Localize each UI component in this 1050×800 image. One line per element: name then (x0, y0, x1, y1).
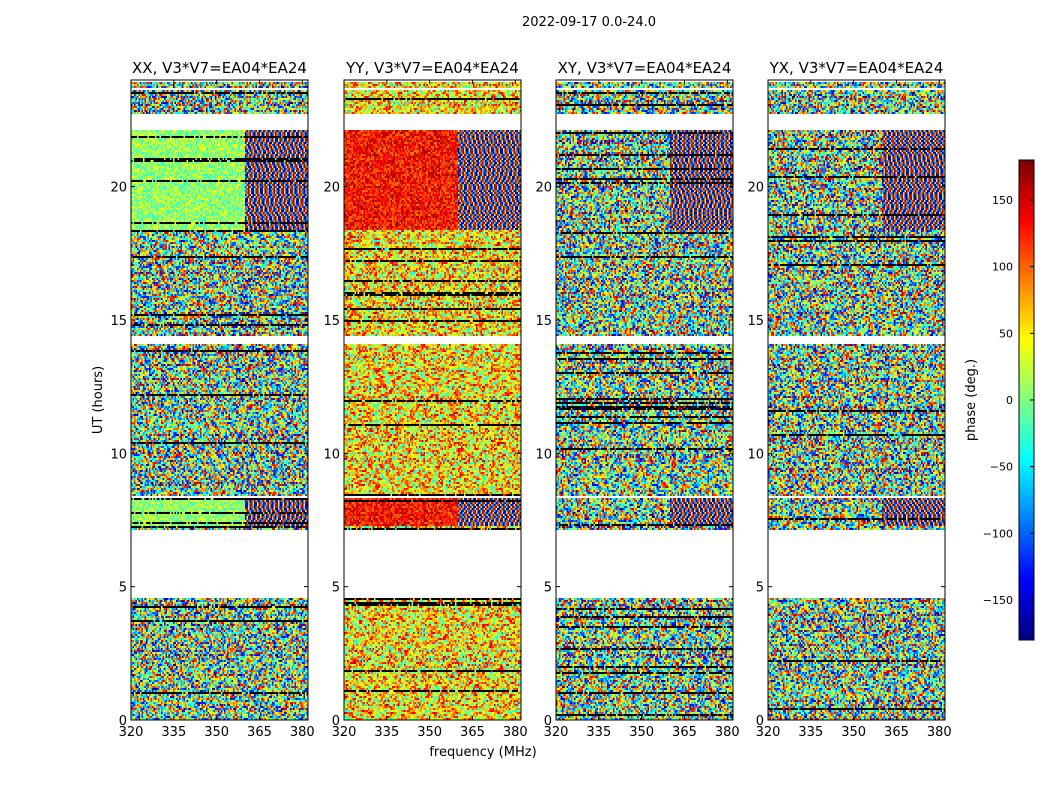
panel-title: YX, V3*V7=EA04*EA24 (769, 59, 944, 77)
axes-frame (130, 79, 309, 721)
colorbar-tick-label: 100 (992, 261, 1013, 274)
phase-heatmap (556, 80, 733, 720)
y-tick-label: 5 (119, 581, 127, 596)
y-tick-label: 0 (119, 714, 127, 729)
panel-1: XX, V3*V7=EA04*EA24 0 5 10 15 20 320 335 350 365 3… (110, 59, 314, 740)
x-tick-label: 365 (247, 725, 272, 740)
colorbar: 150 100 50 0 −50 −100 −150 phase (deg.) (964, 159, 1035, 641)
y-tick-label: 10 (747, 447, 764, 462)
y-tick-label: 20 (110, 181, 127, 196)
y-tick-label: 20 (747, 181, 764, 196)
x-tick-label: 365 (460, 725, 485, 740)
x-tick-label: 320 (756, 725, 781, 740)
colorbar-tick-label: 0 (1006, 394, 1013, 407)
y-tick-label: 5 (756, 581, 764, 596)
y-tick-label: 20 (323, 181, 340, 196)
y-tick-label: 0 (332, 714, 340, 729)
colorbar-label: phase (deg.) (964, 359, 979, 441)
x-tick-label: 350 (417, 725, 442, 740)
panel-3: XY, V3*V7=EA04*EA24 0 5 10 15 20 320 335 350 365 3… (535, 59, 739, 740)
y-tick-label: 15 (535, 314, 552, 329)
y-tick-label: 20 (535, 181, 552, 196)
x-tick-label: 350 (629, 725, 654, 740)
y-tick-label: 10 (535, 447, 552, 462)
x-tick-label: 320 (119, 725, 144, 740)
colorbar-tick-label: −100 (983, 527, 1013, 540)
panel-2: YY, V3*V7=EA04*EA24 0 5 10 15 20 320 335 350 365 3… (323, 59, 527, 740)
panel-title: YY, V3*V7=EA04*EA24 (345, 59, 519, 77)
x-tick-label: 380 (503, 725, 528, 740)
panels: XX, V3*V7=EA04*EA24 0 5 10 15 20 320 335 350 365 3… (110, 59, 951, 740)
x-tick-label: 335 (374, 725, 399, 740)
y-tick-label: 15 (747, 314, 764, 329)
axes-frame (555, 79, 734, 721)
colorbar-gradient (1019, 160, 1034, 640)
figure-title: 2022-09-17 0.0-24.0 (522, 15, 656, 30)
panel-4: YX, V3*V7=EA04*EA24 0 5 10 15 20 320 335 350 365 3… (747, 59, 951, 740)
x-tick-label: 320 (544, 725, 569, 740)
x-tick-label: 380 (290, 725, 315, 740)
y-tick-label: 15 (110, 314, 127, 329)
y-tick-label: 10 (110, 447, 127, 462)
colorbar-tick-label: −50 (990, 461, 1013, 474)
y-tick-label: 10 (323, 447, 340, 462)
x-tick-label: 350 (841, 725, 866, 740)
y-tick-label: 0 (544, 714, 552, 729)
colorbar-tick-label: 150 (992, 194, 1013, 207)
phase-heatmap (131, 80, 308, 720)
y-tick-label: 0 (756, 714, 764, 729)
panel-title: XX, V3*V7=EA04*EA24 (132, 59, 307, 77)
panel-title: XY, V3*V7=EA04*EA24 (558, 59, 732, 77)
x-axis-label: frequency (MHz) (429, 745, 536, 760)
x-tick-label: 350 (204, 725, 229, 740)
y-axis-label: UT (hours) (91, 366, 106, 434)
y-tick-label: 5 (332, 581, 340, 596)
x-tick-label: 335 (798, 725, 823, 740)
phase-heatmap (768, 80, 945, 720)
x-tick-label: 335 (586, 725, 611, 740)
x-tick-label: 320 (332, 725, 357, 740)
x-tick-label: 335 (161, 725, 186, 740)
colorbar-tick-label: −150 (983, 594, 1013, 607)
x-tick-label: 365 (672, 725, 697, 740)
axes-frame (343, 79, 522, 721)
phase-heatmap (344, 80, 521, 720)
axes-frame (767, 79, 946, 721)
y-tick-label: 15 (323, 314, 340, 329)
x-tick-label: 380 (927, 725, 952, 740)
x-tick-label: 365 (884, 725, 909, 740)
colorbar-tick-label: 50 (999, 327, 1013, 340)
x-tick-label: 380 (715, 725, 740, 740)
y-tick-label: 5 (544, 581, 552, 596)
